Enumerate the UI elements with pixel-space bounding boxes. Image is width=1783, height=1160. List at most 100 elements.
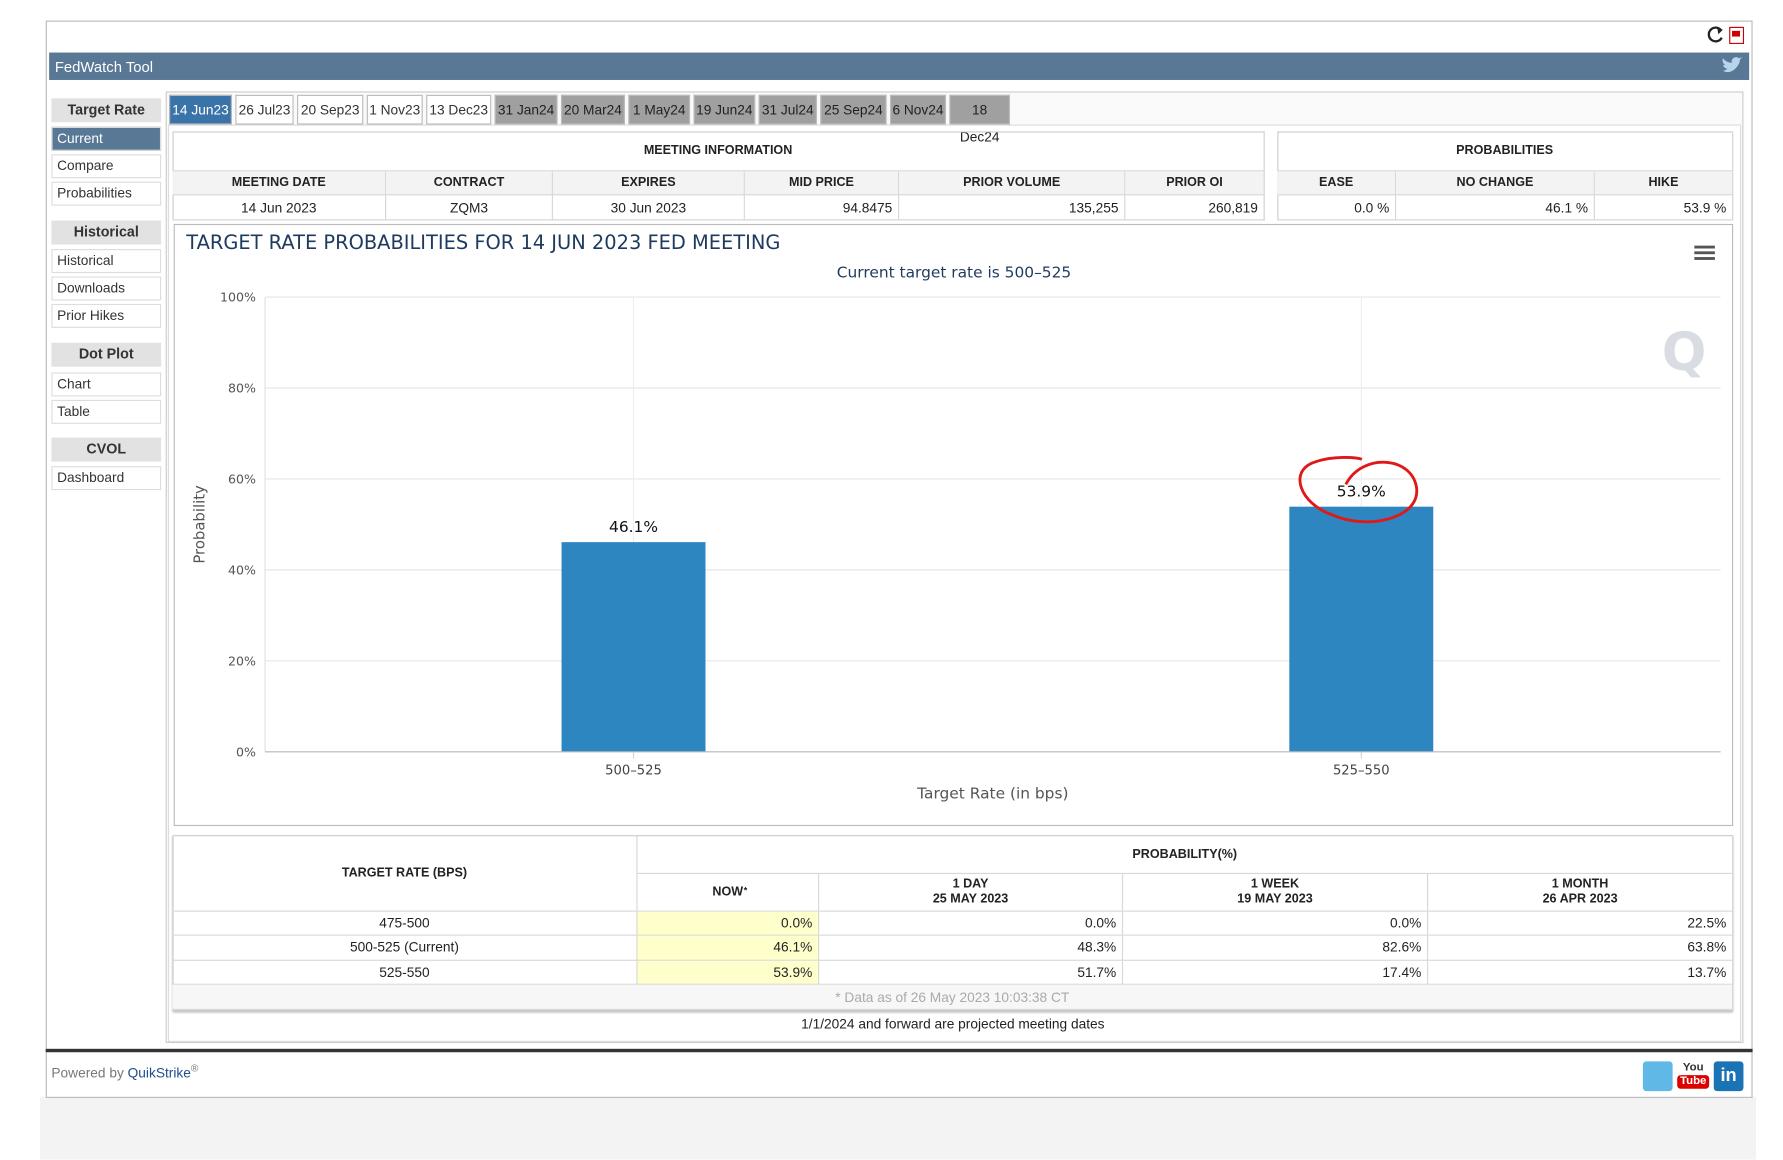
tab[interactable]: 1 Nov23 [366, 94, 423, 125]
y-tick-label: 0% [236, 744, 256, 759]
table-cell: 22.5% [1428, 911, 1734, 937]
x-axis-title: Target Rate (in bps) [916, 785, 1068, 803]
column-header: MEETING DATE [172, 171, 387, 196]
tab[interactable]: 1 May24 [628, 94, 691, 125]
table-cell: 0.0% [819, 911, 1124, 937]
table-cell: 0.0% [1123, 911, 1429, 937]
nav-item[interactable]: Compare [51, 154, 162, 179]
table-cell: 46.1% [637, 936, 820, 961]
powered-by-text: Powered by [51, 1064, 124, 1081]
nav-group-title: Historical [51, 220, 162, 245]
powered-by: Powered by QuikStrike® [51, 1063, 198, 1081]
twitter-icon[interactable] [1721, 56, 1744, 77]
table-cell: 14 Jun 2023 [172, 195, 387, 221]
menu-icon [1694, 245, 1715, 249]
table-cell: 63.8% [1428, 936, 1734, 961]
divider [45, 1048, 1753, 1053]
column-header: 1 MONTH 26 APR 2023 [1428, 874, 1734, 912]
nav-item[interactable]: Historical [51, 249, 162, 274]
y-tick-label: 20% [228, 653, 256, 668]
column-header: PRIOR VOLUME [899, 171, 1126, 196]
refresh-arrow [1717, 27, 1723, 35]
nav-group-title: Target Rate [51, 98, 162, 123]
linkedin-button[interactable]: in [1713, 1061, 1744, 1092]
toolbar-icons [1707, 26, 1745, 44]
column-header: PROBABILITY(%) [637, 835, 1734, 875]
menu-icon [1694, 257, 1715, 260]
bar [1289, 506, 1434, 752]
brand-mark: ® [190, 1062, 199, 1074]
nav-item[interactable]: Chart [51, 372, 162, 397]
table-cell: 0.0 % [1277, 195, 1397, 221]
nav-item[interactable]: Downloads [51, 276, 162, 301]
nav-item[interactable]: Probabilities [51, 181, 162, 206]
table-cell: 53.9% [637, 960, 820, 985]
table-title: PROBABILITIES [1277, 131, 1734, 172]
tab[interactable]: 13 Dec23 [426, 94, 492, 125]
table-cell: 0.0% [637, 911, 820, 937]
nav-item[interactable]: Current [51, 126, 162, 151]
column-header: PRIOR OI [1125, 171, 1265, 196]
column-header: 1 WEEK 19 MAY 2023 [1123, 874, 1429, 912]
tab[interactable]: 19 Jun24 [693, 94, 756, 125]
table-cell: 30 Jun 2023 [552, 195, 745, 221]
menu-icon [1694, 251, 1715, 255]
brand-link[interactable]: QuikStrike [127, 1064, 191, 1081]
column-label: 1 DAY [952, 877, 989, 892]
table-cell: ZQM3 [386, 195, 553, 221]
y-tick-label: 80% [228, 381, 256, 396]
title-bar: FedWatch Tool [49, 52, 1750, 80]
tab[interactable]: 31 Jul24 [758, 94, 817, 125]
chart-box [173, 223, 1734, 827]
bar [561, 542, 706, 752]
tab[interactable]: 31 Jan24 [494, 94, 558, 125]
column-label: NOW [712, 884, 744, 899]
data-label: 46.1% [609, 518, 658, 536]
youtube-button[interactable]: You Tube [1677, 1061, 1710, 1091]
twitter-button[interactable] [1642, 1061, 1673, 1092]
nav-group-title: Dot Plot [51, 342, 162, 367]
chart-subtitle: Current target rate is 500–525 [837, 264, 1071, 282]
column-date: 26 APR 2023 [1542, 892, 1618, 907]
footnote: * Data as of 26 May 2023 10:03:38 CT [172, 984, 1734, 1010]
column-header: NOW * [637, 874, 820, 912]
table-title: MEETING INFORMATION [172, 131, 1265, 172]
tab[interactable]: 6 Nov24 [890, 94, 946, 125]
table-cell: 135,255 [899, 195, 1126, 221]
table-cell: 260,819 [1125, 195, 1265, 221]
tab[interactable]: 18 Dec24 [949, 94, 1010, 145]
tab[interactable]: 20 Sep23 [297, 94, 364, 125]
hand-drawn-circle [1298, 456, 1419, 524]
tab[interactable]: 26 Jul23 [235, 94, 294, 125]
projected-note: 1/1/2024 and forward are projected meeti… [801, 1015, 1105, 1032]
nav-item[interactable]: Dashboard [51, 466, 162, 491]
tab[interactable]: 14 Jun23 [169, 94, 232, 125]
column-note: * [743, 885, 748, 896]
app-title: FedWatch Tool [54, 58, 154, 76]
column-header: 1 DAY 25 MAY 2023 [819, 874, 1124, 912]
column-label: 1 WEEK [1250, 877, 1300, 892]
y-tick-label: 40% [228, 562, 256, 577]
twitter-glyph [1722, 57, 1743, 73]
column-header: CONTRACT [386, 171, 553, 196]
table-cell: 17.4% [1123, 960, 1429, 985]
refresh-icon[interactable] [1707, 26, 1723, 43]
chart: TARGET RATE PROBABILITIES FOR 14 JUN 202… [185, 231, 1721, 803]
table-cell: 13.7% [1428, 960, 1734, 985]
inner-panel [167, 124, 1742, 1042]
column-header: MID PRICE [744, 171, 900, 196]
column-header: HIKE [1594, 171, 1734, 196]
chart-title: TARGET RATE PROBABILITIES FOR 14 JUN 202… [185, 231, 780, 254]
table-cell: 475-500 [172, 911, 638, 937]
tab[interactable]: 25 Sep24 [820, 94, 887, 125]
tab[interactable]: 20 Mar24 [560, 94, 625, 125]
column-header: EXPIRES [552, 171, 745, 196]
table-cell: 53.9 % [1594, 195, 1734, 221]
youtube-tube: Tube [1677, 1075, 1710, 1089]
column-header: TARGET RATE (BPS) [172, 835, 638, 912]
y-tick-label: 100% [220, 290, 256, 305]
nav-item[interactable]: Table [51, 399, 162, 424]
youtube-you: You [1682, 1061, 1704, 1074]
nav-item[interactable]: Prior Hikes [51, 303, 162, 328]
